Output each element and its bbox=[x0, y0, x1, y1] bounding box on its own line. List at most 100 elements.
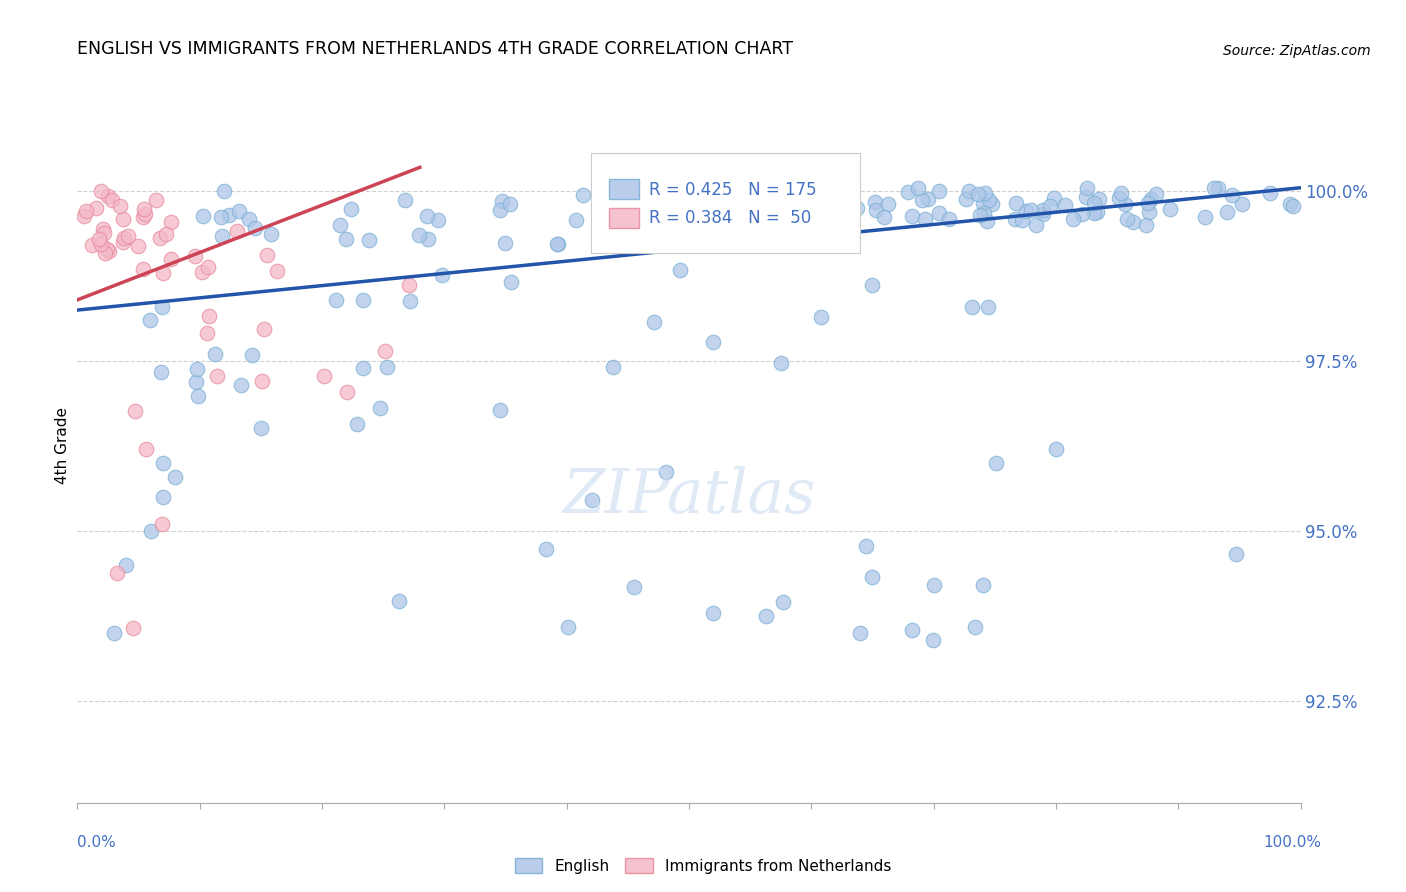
Point bbox=[596, 202, 619, 217]
Point bbox=[955, 192, 977, 206]
Point bbox=[256, 248, 278, 262]
Point bbox=[370, 401, 392, 415]
Point bbox=[806, 184, 828, 198]
Point bbox=[1025, 218, 1047, 232]
Point bbox=[97, 189, 120, 203]
Point bbox=[598, 194, 620, 209]
Point bbox=[499, 196, 522, 211]
Point bbox=[186, 362, 208, 376]
Point bbox=[212, 185, 235, 199]
Point bbox=[124, 404, 146, 418]
Point bbox=[1220, 188, 1243, 202]
Point bbox=[139, 313, 162, 327]
Point bbox=[928, 206, 950, 220]
Point bbox=[191, 265, 214, 279]
Point bbox=[117, 229, 139, 244]
Point bbox=[1278, 197, 1301, 211]
Point bbox=[1111, 186, 1133, 200]
Point bbox=[1011, 213, 1033, 227]
Point bbox=[702, 606, 724, 620]
Point bbox=[131, 262, 153, 277]
Point bbox=[491, 194, 513, 209]
Text: ZIPatlas: ZIPatlas bbox=[562, 466, 815, 526]
Point bbox=[90, 184, 112, 198]
Point bbox=[84, 202, 107, 216]
Point bbox=[204, 347, 226, 361]
Point bbox=[1114, 197, 1136, 211]
Point bbox=[152, 456, 174, 470]
Point bbox=[1076, 181, 1098, 195]
Point bbox=[1032, 207, 1054, 221]
Point bbox=[325, 293, 347, 307]
Point bbox=[335, 232, 357, 246]
Point bbox=[195, 326, 218, 341]
Point bbox=[108, 199, 131, 213]
Point bbox=[494, 235, 516, 250]
Point bbox=[1045, 442, 1067, 457]
Point bbox=[489, 403, 512, 417]
Point bbox=[266, 263, 288, 277]
Point bbox=[149, 365, 172, 379]
Point bbox=[810, 310, 832, 324]
Point bbox=[623, 580, 645, 594]
Point bbox=[591, 238, 613, 252]
Point bbox=[139, 524, 162, 538]
Point bbox=[243, 221, 266, 235]
Point bbox=[105, 566, 128, 580]
Point bbox=[1202, 181, 1225, 195]
Point bbox=[770, 356, 793, 370]
Point bbox=[928, 185, 950, 199]
Point bbox=[647, 207, 669, 221]
Point bbox=[1015, 203, 1038, 218]
Point bbox=[165, 469, 187, 483]
Point bbox=[112, 230, 135, 244]
Point bbox=[633, 207, 655, 221]
Point bbox=[250, 421, 273, 435]
Point bbox=[160, 252, 183, 266]
Point bbox=[135, 442, 157, 456]
Point bbox=[596, 195, 619, 210]
Point bbox=[1216, 205, 1239, 219]
Point bbox=[134, 202, 156, 217]
Point bbox=[697, 227, 720, 242]
Point bbox=[75, 203, 97, 218]
Point bbox=[207, 369, 229, 384]
Point bbox=[973, 206, 995, 220]
Point bbox=[873, 211, 896, 225]
Point bbox=[340, 202, 363, 216]
Point bbox=[96, 242, 118, 256]
Text: Source: ZipAtlas.com: Source: ZipAtlas.com bbox=[1223, 44, 1371, 58]
Point bbox=[984, 456, 1007, 470]
Point bbox=[564, 212, 586, 227]
Point bbox=[150, 300, 173, 314]
Point bbox=[72, 209, 94, 223]
Point bbox=[960, 300, 983, 314]
Point bbox=[152, 266, 174, 280]
Point bbox=[613, 199, 636, 213]
Y-axis label: 4th Grade: 4th Grade bbox=[55, 408, 70, 484]
Point bbox=[186, 375, 208, 389]
Point bbox=[1136, 196, 1159, 211]
Point bbox=[115, 558, 138, 572]
Point bbox=[408, 228, 430, 243]
Point bbox=[336, 384, 359, 399]
Point bbox=[93, 226, 115, 240]
Point bbox=[914, 211, 936, 226]
Point bbox=[1054, 197, 1077, 211]
Point bbox=[668, 263, 690, 277]
Point bbox=[1281, 199, 1303, 213]
Point bbox=[1076, 189, 1098, 203]
Point bbox=[191, 209, 214, 223]
Point bbox=[1137, 204, 1160, 219]
Point bbox=[972, 578, 994, 592]
Point bbox=[973, 186, 995, 201]
Point bbox=[907, 181, 929, 195]
Point bbox=[1087, 205, 1109, 219]
Point bbox=[557, 620, 579, 634]
Point bbox=[643, 315, 665, 329]
Point bbox=[658, 215, 681, 229]
Point bbox=[229, 378, 252, 392]
Legend: R = 0.425   N = 175, R = 0.384   N =  50: R = 0.425 N = 175, R = 0.384 N = 50 bbox=[599, 169, 827, 238]
Point bbox=[329, 218, 352, 232]
Point bbox=[602, 360, 624, 375]
